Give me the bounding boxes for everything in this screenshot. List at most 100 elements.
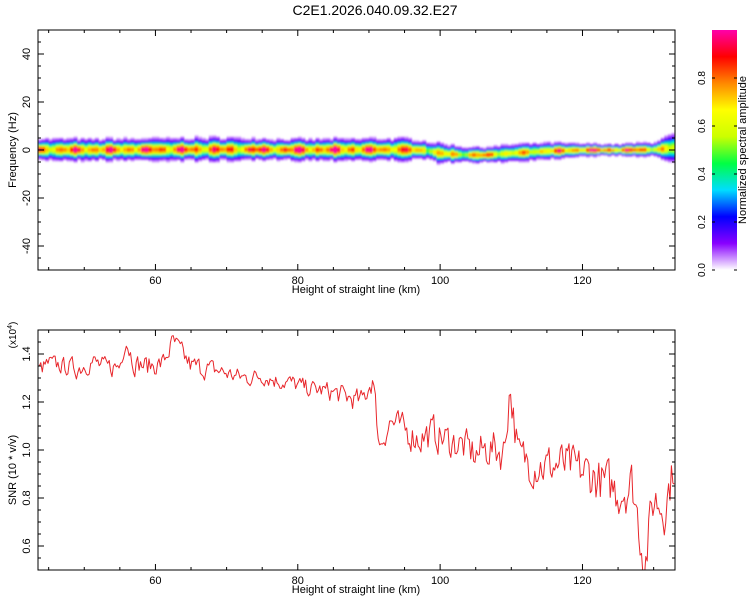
- heatmap-cell: [73, 147, 78, 150]
- heatmap-cell: [301, 141, 306, 144]
- heatmap-cell: [251, 156, 256, 158]
- heatmap-cell: [472, 154, 477, 157]
- heatmap-cell: [166, 156, 171, 158]
- heatmap-cell: [212, 152, 217, 154]
- heatmap-cell: [411, 145, 416, 147]
- heatmap-cell: [141, 146, 146, 148]
- heatmap-cell: [408, 150, 413, 152]
- heatmap-cell: [671, 135, 675, 138]
- heatmap-cell: [511, 158, 516, 160]
- heatmap-cell: [208, 135, 213, 138]
- heatmap-cell: [119, 144, 124, 146]
- heatmap-cell: [568, 148, 573, 151]
- heatmap-cell: [368, 147, 373, 150]
- heatmap-cell: [408, 142, 413, 145]
- heatmap-cell: [525, 146, 530, 148]
- heatmap-cell: [571, 156, 576, 158]
- heatmap-cell: [134, 153, 139, 156]
- heatmap-cell: [244, 158, 249, 160]
- heatmap-cell: [94, 154, 99, 157]
- heatmap-cell: [312, 148, 316, 151]
- heatmap-cell: [635, 153, 640, 156]
- heatmap-cell: [41, 154, 46, 157]
- heatmap-cell: [198, 152, 203, 154]
- heatmap-cell: [255, 152, 260, 154]
- heatmap-cell: [55, 151, 60, 153]
- heatmap-cell: [443, 146, 448, 148]
- heatmap-cell: [62, 156, 67, 158]
- heatmap-cell: [183, 151, 188, 153]
- heatmap-cell: [664, 158, 669, 160]
- heatmap-cell: [247, 150, 252, 152]
- heatmap-cell: [155, 154, 160, 157]
- heatmap-cell: [84, 146, 89, 148]
- heatmap-cell: [205, 142, 210, 145]
- heatmap-cell: [102, 145, 107, 147]
- heatmap-cell: [262, 142, 267, 145]
- heatmap-cell: [351, 138, 356, 140]
- heatmap-cell: [237, 145, 242, 147]
- heatmap-cell: [94, 148, 99, 151]
- heatmap-cell: [297, 160, 302, 163]
- heatmap-cell: [368, 157, 373, 159]
- heatmap-cell: [358, 154, 363, 157]
- heatmap-cell: [386, 156, 391, 158]
- heatmap-cell: [237, 146, 242, 148]
- heatmap-cell: [70, 138, 74, 140]
- heatmap-cell: [525, 147, 530, 150]
- heatmap-cell: [219, 147, 224, 150]
- heatmap-cell: [511, 148, 516, 151]
- heatmap-cell: [400, 150, 405, 152]
- heatmap-cell: [493, 152, 498, 154]
- heatmap-cell: [596, 145, 601, 147]
- heatmap-cell: [265, 146, 270, 148]
- heatmap-cell: [205, 145, 210, 147]
- heatmap-cell: [571, 145, 576, 147]
- heatmap-cell: [500, 157, 505, 159]
- heatmap-cell: [507, 153, 512, 156]
- heatmap-cell: [55, 148, 60, 151]
- heatmap-cell: [98, 140, 103, 142]
- heatmap-cell: [351, 154, 356, 157]
- heatmap-cell: [564, 150, 569, 152]
- heatmap-cell: [376, 156, 381, 158]
- heatmap-cell: [191, 157, 195, 159]
- heatmap-cell: [77, 147, 82, 150]
- heatmap-cell: [237, 138, 242, 140]
- heatmap-cell: [62, 153, 67, 156]
- heatmap-cell: [116, 159, 121, 162]
- heatmap-cell: [521, 159, 526, 162]
- heatmap-cell: [507, 146, 512, 148]
- heatmap-cell: [557, 151, 562, 153]
- heatmap-cell: [664, 152, 669, 154]
- heatmap-cell: [226, 140, 231, 142]
- heatmap-cell: [646, 153, 651, 156]
- heatmap-cell: [262, 156, 267, 158]
- heatmap-cell: [564, 144, 569, 146]
- heatmap-cell: [251, 146, 256, 148]
- heatmap-cell: [130, 141, 135, 144]
- heatmap-cell: [187, 139, 192, 141]
- heatmap-cell: [411, 146, 416, 148]
- heatmap-cell: [607, 153, 612, 156]
- heatmap-cell: [415, 150, 420, 152]
- heatmap-cell: [201, 158, 206, 160]
- heatmap-cell: [404, 147, 409, 150]
- heatmap-cell: [137, 144, 142, 146]
- heatmap-cell: [400, 152, 405, 154]
- heatmap-cell: [507, 152, 512, 154]
- heatmap-cell: [521, 157, 526, 159]
- heatmap-cell: [336, 154, 341, 157]
- heatmap-cell: [635, 146, 640, 148]
- heatmap-cell: [635, 150, 640, 152]
- heatmap-cell: [628, 144, 633, 146]
- heatmap-cell: [319, 145, 324, 147]
- heatmap-cell: [536, 154, 541, 157]
- heatmap-cell: [187, 157, 192, 159]
- heatmap-cell: [322, 144, 327, 146]
- heatmap-cell: [70, 159, 74, 162]
- heatmap-cell: [109, 148, 114, 151]
- heatmap-cell: [440, 150, 445, 152]
- heatmap-cell: [660, 150, 665, 152]
- heatmap-cell: [518, 159, 523, 162]
